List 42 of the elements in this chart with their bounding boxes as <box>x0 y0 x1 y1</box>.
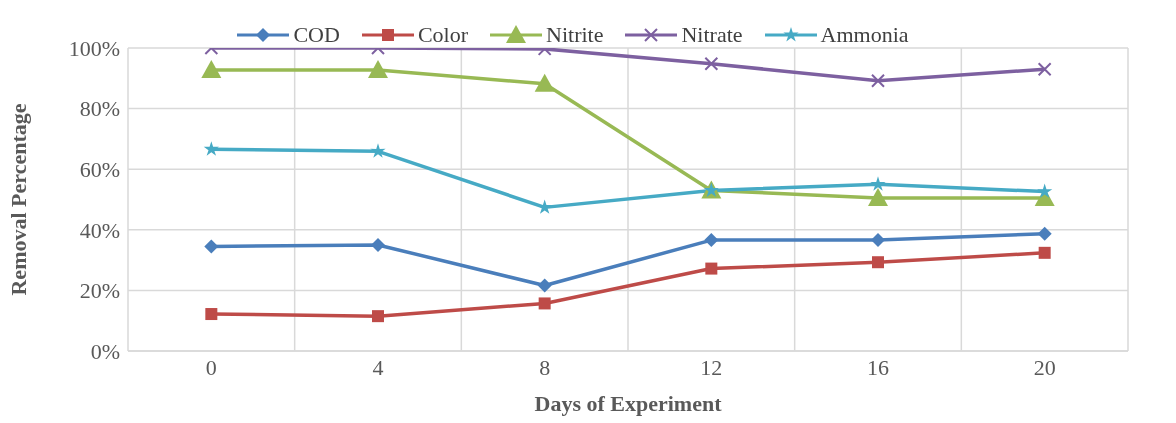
point <box>1037 62 1052 77</box>
point <box>1037 183 1053 199</box>
x-tick-label: 12 <box>700 354 723 380</box>
point <box>872 256 884 269</box>
point <box>538 297 551 310</box>
legend-label: Ammonia <box>819 22 909 48</box>
point <box>871 73 885 88</box>
y-axis-title: Removal Percentage <box>5 103 31 296</box>
point <box>1037 226 1052 241</box>
y-tick-label: 20% <box>79 278 120 304</box>
x-tick-label: 8 <box>539 354 551 380</box>
point <box>203 141 219 156</box>
point <box>205 308 218 321</box>
point <box>870 176 886 191</box>
x-tick-label: 4 <box>372 354 384 380</box>
point <box>370 143 386 158</box>
point <box>705 262 718 275</box>
point <box>704 233 719 248</box>
point <box>368 60 388 79</box>
point <box>704 56 719 71</box>
point <box>204 239 219 254</box>
point <box>371 237 385 252</box>
point <box>868 187 888 206</box>
point <box>1038 246 1051 259</box>
legend-label: Nitrate <box>680 22 743 48</box>
x-tick-label: 16 <box>867 354 889 380</box>
y-tick-label: 0% <box>90 338 120 364</box>
x-tick-label: 20 <box>1033 354 1056 380</box>
x-tick-label: 0 <box>205 354 217 380</box>
point <box>534 73 555 92</box>
legend-label: Nitrite <box>545 22 604 48</box>
point <box>537 278 552 293</box>
point <box>372 310 384 323</box>
legend-label: Color <box>416 22 469 48</box>
y-tick-label: 40% <box>79 217 120 243</box>
y-tick-label: 60% <box>79 157 120 183</box>
y-tick-label: 80% <box>79 96 120 122</box>
point <box>871 233 885 248</box>
x-axis-title: Days of Experiment <box>534 391 723 416</box>
legend-label: COD <box>292 22 340 48</box>
point <box>201 60 222 79</box>
y-tick-label: 100% <box>68 35 120 61</box>
